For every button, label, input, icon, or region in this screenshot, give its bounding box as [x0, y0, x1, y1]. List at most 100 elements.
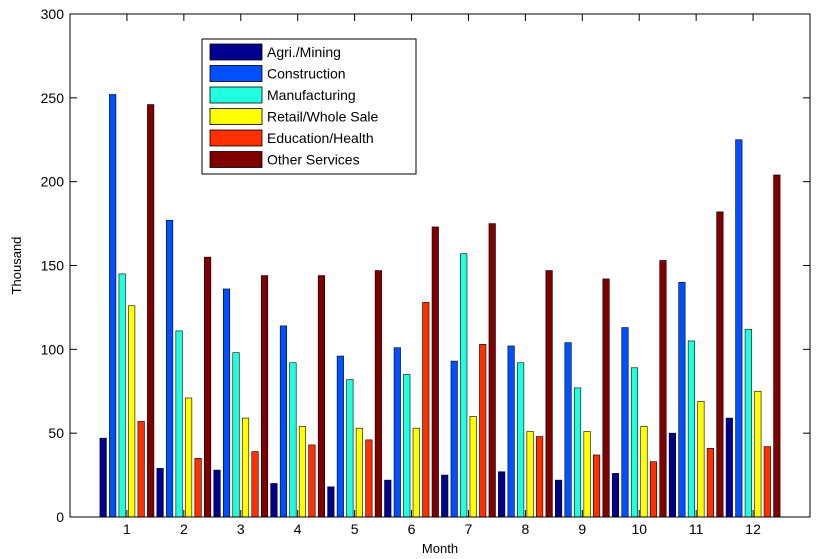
- bar-month-1-series-2: [118, 273, 126, 518]
- bar-month-4-series-5: [317, 275, 325, 518]
- bar-month-5-series-4: [365, 439, 373, 518]
- bar-month-4-series-0: [270, 483, 278, 518]
- legend-label: Agri./Mining: [267, 44, 341, 60]
- bar-month-11-series-4: [706, 447, 714, 518]
- bar-month-2-series-3: [185, 397, 193, 518]
- x-tick-label: 1: [123, 521, 131, 537]
- bar-month-3-series-1: [222, 288, 231, 518]
- bar-month-10-series-0: [611, 473, 620, 518]
- bar-month-6-series-1: [393, 347, 401, 518]
- bar-month-3-series-5: [260, 275, 269, 518]
- bar-month-8-series-4: [536, 436, 544, 518]
- x-tick-label: 9: [578, 521, 586, 537]
- bar-month-4-series-2: [289, 362, 297, 518]
- bar-month-12-series-4: [763, 446, 771, 518]
- bar-month-9-series-2: [574, 387, 582, 518]
- bar-month-2-series-4: [194, 458, 202, 518]
- y-tick-label: 250: [41, 90, 65, 106]
- bar-month-10-series-3: [640, 426, 648, 518]
- bar-month-3-series-2: [232, 352, 240, 518]
- x-tick-label: 12: [745, 521, 761, 537]
- x-tick-label: 3: [237, 521, 245, 537]
- bar-month-11-series-3: [697, 401, 705, 518]
- bar-month-7-series-3: [469, 416, 477, 518]
- legend-label: Retail/Whole Sale: [267, 109, 378, 125]
- legend: Agri./Mining Construction Manufacturing Ret…: [201, 38, 417, 175]
- x-tick-label: 11: [689, 521, 704, 537]
- bar-month-12-series-1: [735, 139, 743, 518]
- bar-month-10-series-2: [630, 367, 639, 518]
- x-tick-label: 5: [351, 521, 359, 537]
- y-tick-label: 150: [41, 258, 65, 274]
- bar-month-9-series-0: [555, 479, 563, 518]
- bar-month-11-series-0: [668, 432, 676, 518]
- bar-month-5-series-2: [346, 379, 354, 518]
- x-axis-label: Month: [422, 541, 458, 556]
- y-tick-label: 300: [41, 6, 65, 22]
- bar-month-12-series-2: [744, 328, 752, 518]
- bar-month-10-series-5: [659, 260, 667, 518]
- bar-month-6-series-3: [412, 427, 420, 518]
- legend-label: Other Services: [267, 152, 360, 168]
- bar-month-10-series-1: [621, 327, 629, 518]
- bar-month-5-series-3: [355, 427, 363, 518]
- y-tick-label: 50: [48, 425, 64, 441]
- bar-month-7-series-0: [441, 474, 449, 518]
- bar-month-5-series-1: [336, 355, 344, 518]
- legend-swatch: [209, 151, 263, 168]
- bar-month-9-series-1: [564, 342, 572, 518]
- y-tick-label: 200: [41, 174, 65, 190]
- bar-month-5-series-5: [374, 270, 382, 518]
- bar-month-6-series-2: [403, 374, 411, 518]
- legend-label: Construction: [267, 66, 346, 82]
- bars-layer: [99, 94, 781, 518]
- bar-month-11-series-5: [716, 211, 724, 518]
- legend-label: Education/Health: [267, 130, 374, 146]
- bar-month-7-series-5: [488, 223, 496, 518]
- bar-month-6-series-4: [422, 302, 430, 518]
- x-tick-label: 4: [294, 521, 302, 537]
- bar-month-2-series-2: [175, 330, 183, 518]
- legend-swatch: [209, 86, 263, 104]
- y-tick-label: 100: [41, 341, 65, 357]
- bar-month-4-series-4: [308, 444, 316, 518]
- bar-month-1-series-0: [99, 437, 107, 518]
- legend-swatch: [209, 108, 263, 125]
- bar-month-4-series-3: [298, 426, 306, 518]
- bar-month-8-series-2: [517, 362, 525, 518]
- bar-month-8-series-0: [498, 471, 506, 518]
- bar-month-10-series-4: [649, 461, 658, 518]
- bar-month-12-series-3: [754, 390, 762, 518]
- legend-swatch: [209, 65, 263, 82]
- x-tick-label: 6: [408, 521, 416, 537]
- bar-month-9-series-4: [593, 454, 601, 518]
- legend-label: Manufacturing: [267, 87, 356, 103]
- bar-month-3-series-3: [241, 417, 250, 518]
- bar-month-2-series-5: [204, 256, 212, 518]
- legend-swatch: [209, 43, 263, 61]
- bar-month-11-series-1: [678, 281, 686, 518]
- bar-month-1-series-5: [147, 104, 155, 518]
- bar-month-2-series-0: [156, 468, 164, 518]
- bar-month-8-series-5: [545, 270, 553, 518]
- x-tick-label: 2: [180, 521, 188, 537]
- x-tick-label: 7: [465, 521, 473, 537]
- bar-month-1-series-1: [109, 94, 117, 518]
- legend-swatch: [209, 129, 263, 147]
- bar-month-9-series-5: [602, 278, 610, 518]
- bar-month-5-series-0: [327, 486, 335, 518]
- bar-month-12-series-5: [773, 174, 781, 518]
- bar-month-8-series-3: [526, 431, 534, 518]
- bar-month-1-series-3: [128, 305, 136, 518]
- x-tick-label: 10: [631, 521, 647, 537]
- bar-month-7-series-4: [479, 343, 487, 518]
- bar-month-2-series-1: [166, 219, 174, 518]
- bar-month-1-series-4: [137, 421, 145, 518]
- bar-month-9-series-3: [583, 431, 591, 518]
- bar-month-11-series-2: [687, 340, 695, 518]
- bar-month-12-series-0: [725, 417, 733, 518]
- y-tick-label: 0: [56, 509, 64, 525]
- y-axis-label: Thousand: [9, 237, 24, 295]
